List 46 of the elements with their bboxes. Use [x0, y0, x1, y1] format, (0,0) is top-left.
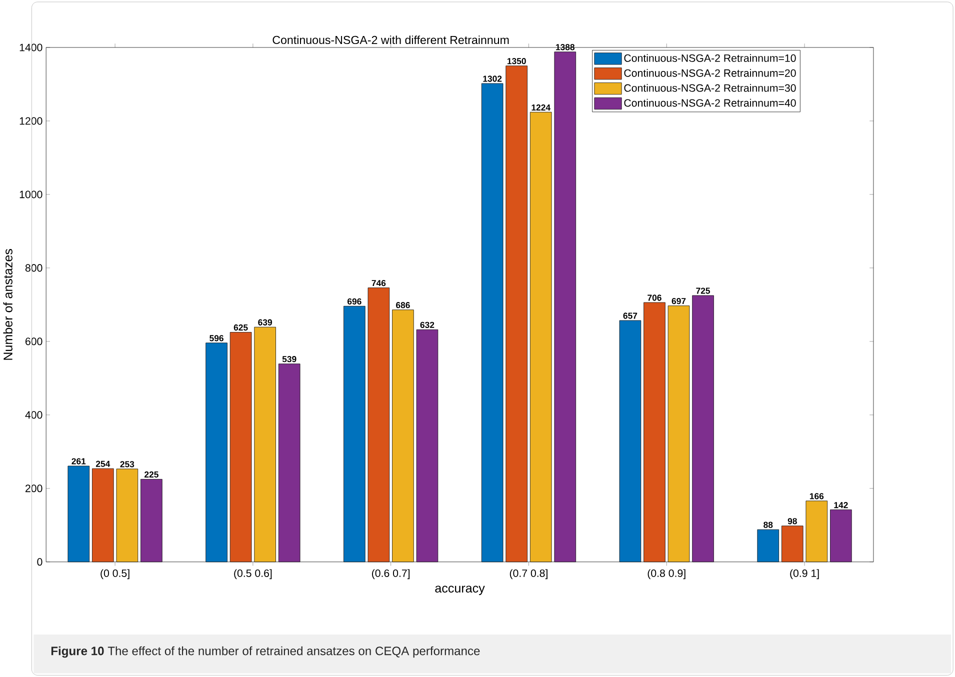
data-label: 1388 — [556, 44, 575, 50]
x-tick-label: (0.6 0.7] — [372, 569, 410, 579]
x-tick-label: (0.5 0.6] — [234, 569, 272, 579]
data-label: 706 — [648, 294, 662, 301]
data-label: 725 — [696, 288, 710, 294]
data-label: 166 — [810, 493, 824, 500]
legend-label: Continuous-NSGA-2 Retrainnum=10 — [624, 54, 796, 62]
y-tick-label: 800 — [25, 264, 42, 272]
y-tick-label: 200 — [26, 484, 42, 492]
data-label: 253 — [120, 461, 134, 468]
y-tick-label: 600 — [26, 338, 42, 346]
data-label: 539 — [282, 356, 296, 362]
data-label: 254 — [96, 460, 110, 467]
data-label: 746 — [372, 280, 386, 286]
legend-label: Continuous-NSGA-2 Retrainnum=20 — [624, 68, 796, 77]
data-label: 639 — [258, 319, 272, 326]
data-label: 98 — [788, 518, 797, 524]
y-tick-label: 1200 — [20, 117, 42, 125]
x-axis-title: accuracy — [435, 586, 485, 595]
data-label: 625 — [234, 324, 248, 331]
x-tick-label: (0.8 0.9] — [648, 569, 686, 579]
y-tick-label: 0 — [37, 558, 42, 566]
x-tick-label: (0 0.5] — [100, 569, 130, 579]
text: Figure 10 The effect of the number of retrained ansatzes on CEQA performance — [51, 646, 480, 658]
data-label: 142 — [834, 502, 848, 508]
data-label: 596 — [210, 335, 224, 342]
data-label: 632 — [420, 322, 434, 328]
data-label: 88 — [764, 522, 773, 528]
data-label: 1302 — [483, 76, 502, 82]
data-label: 1350 — [507, 58, 526, 64]
data-label: 697 — [672, 298, 686, 304]
y-tick-label: 1400 — [20, 44, 42, 52]
y-tick-label: 400 — [25, 411, 42, 419]
chart-title: Continuous-NSGA-2 with different Retrainnum — [272, 35, 509, 44]
legend-label: Continuous-NSGA-2 Retrainnum=40 — [624, 98, 796, 107]
data-label: 261 — [72, 458, 86, 464]
data-label: 696 — [348, 298, 362, 304]
y-tick-label: 1000 — [20, 190, 42, 198]
x-tick-label: (0.9 1] — [790, 569, 819, 579]
legend-label: Continuous-NSGA-2 Retrainnum=30 — [624, 84, 796, 92]
x-tick-label: (0.7 0.8] — [510, 569, 548, 579]
data-label: 657 — [623, 312, 638, 319]
y-axis-title: Number of anstazes — [3, 248, 12, 360]
data-label: 686 — [396, 302, 410, 308]
data-label: 225 — [144, 471, 158, 478]
data-label: 1224 — [532, 104, 550, 110]
